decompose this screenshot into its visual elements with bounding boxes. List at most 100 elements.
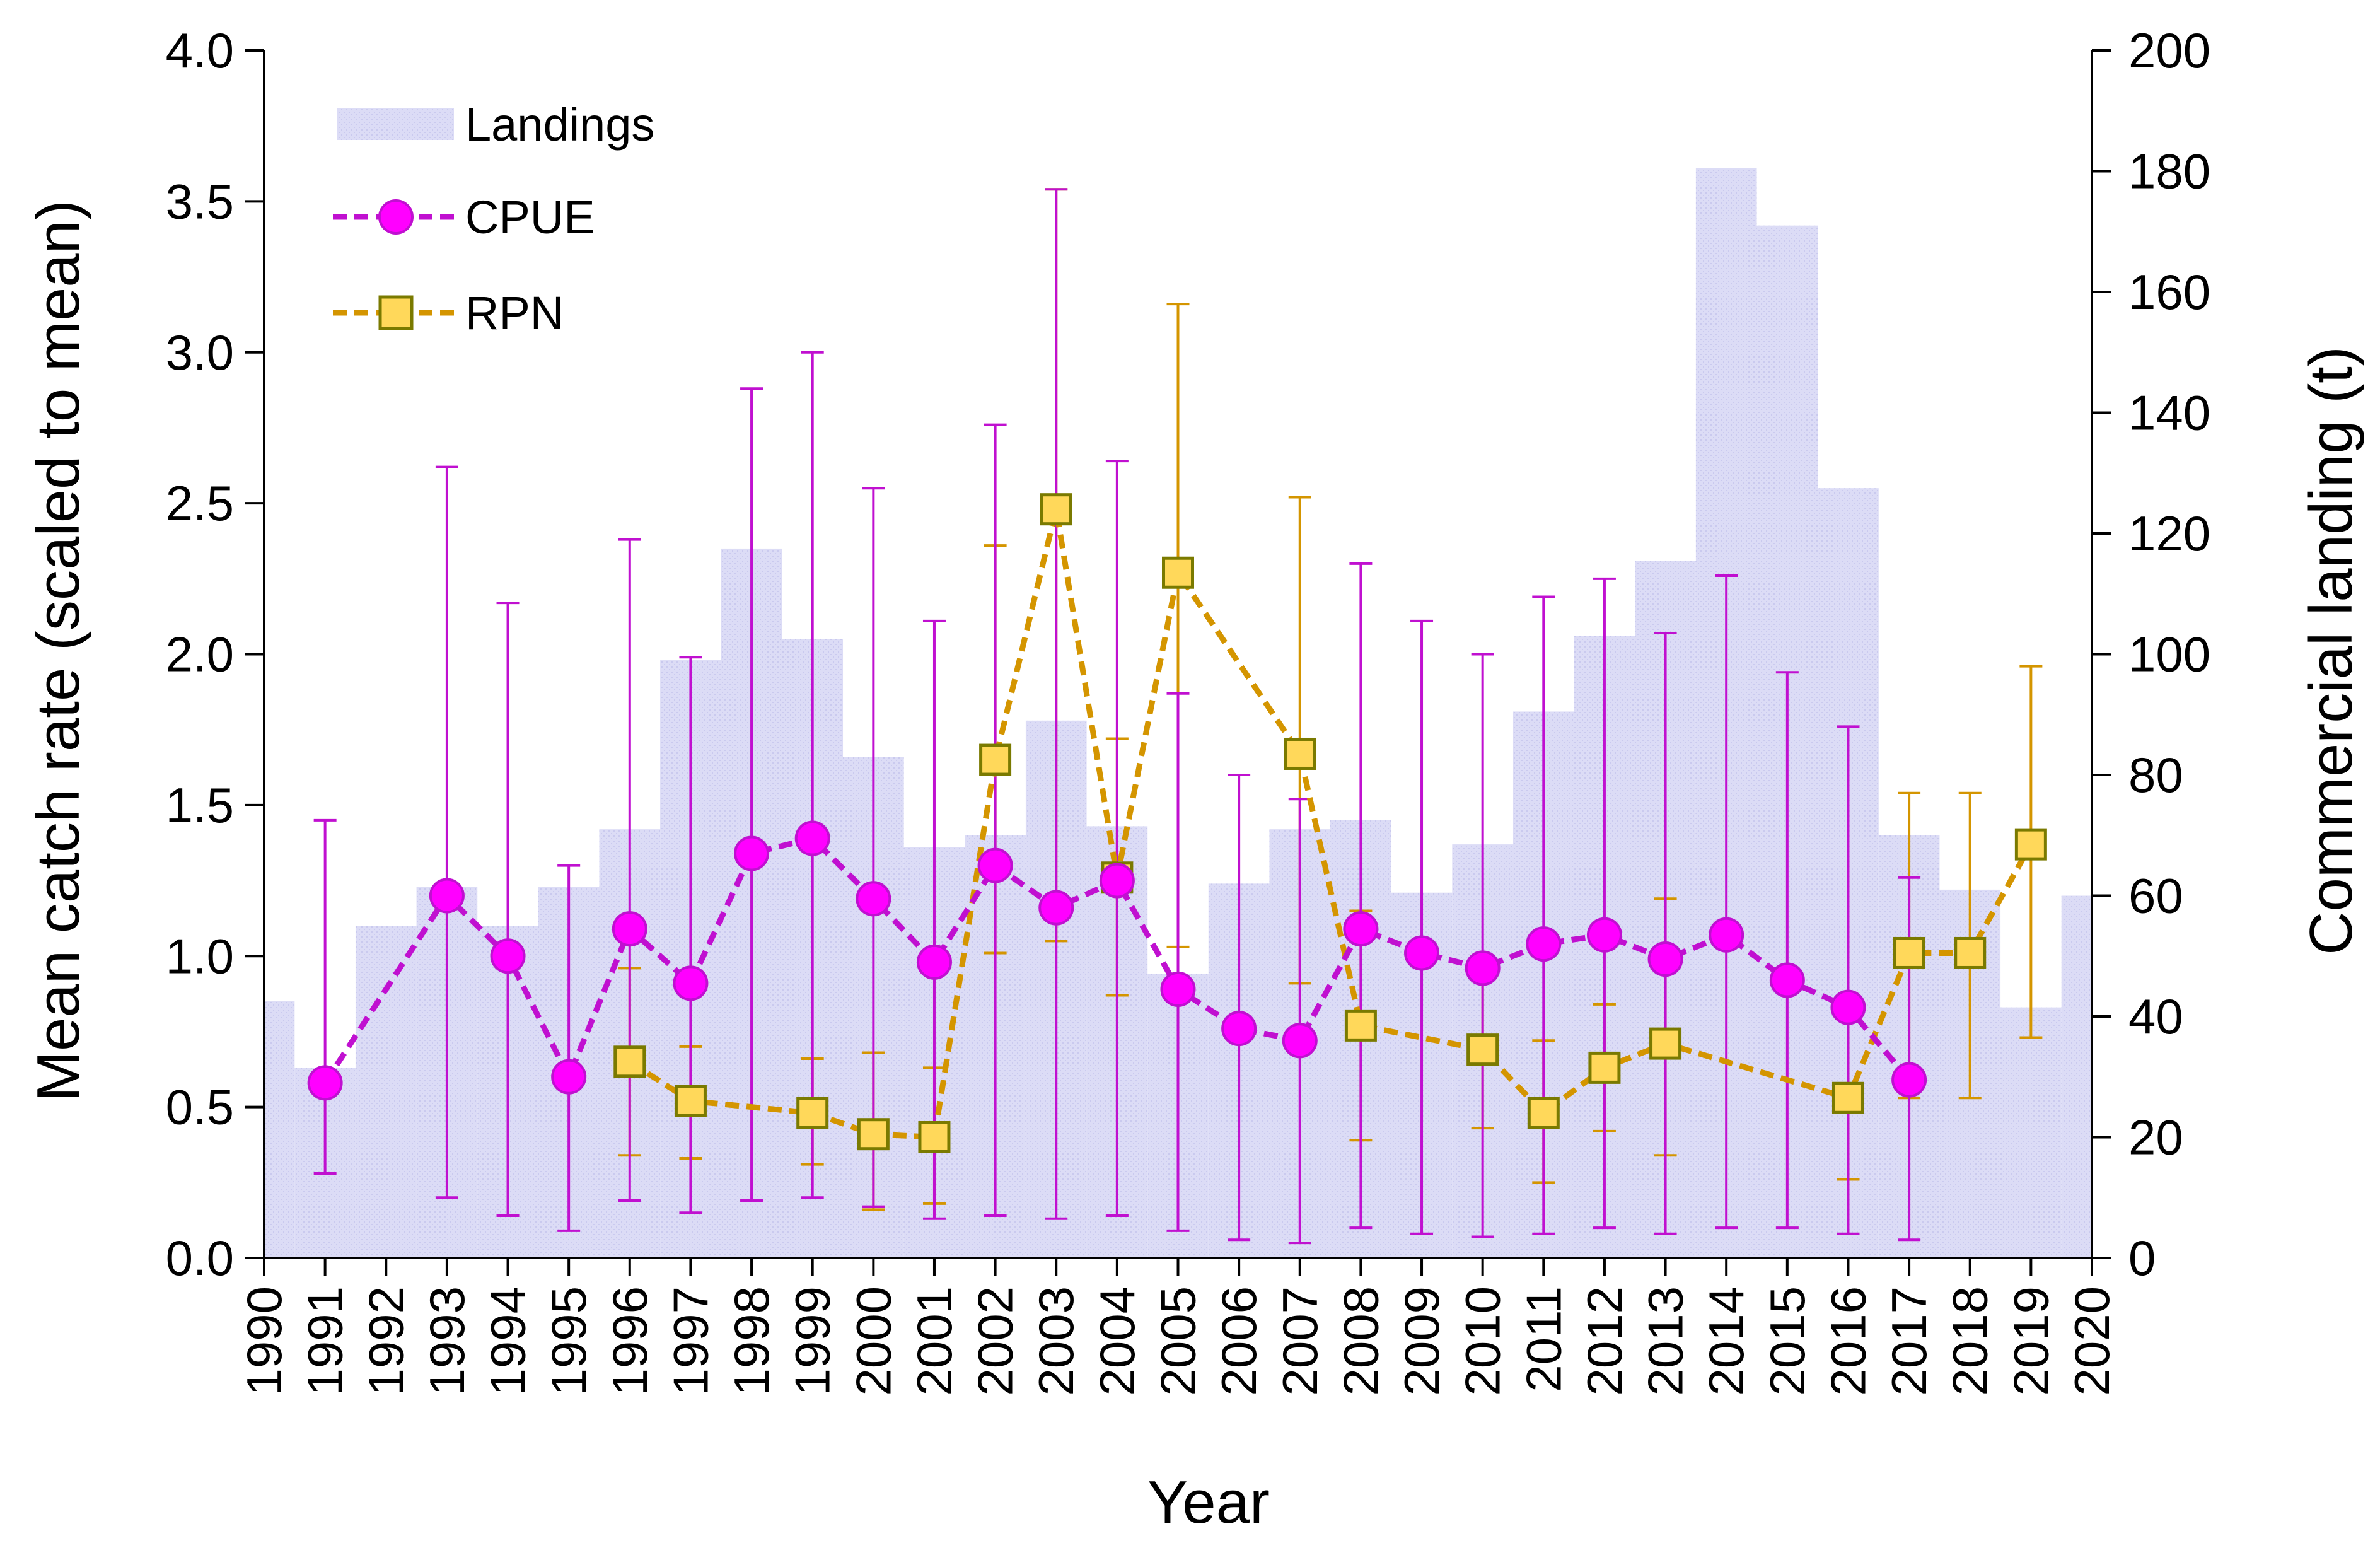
y-tick-label-1.0: 1.0 — [166, 928, 234, 984]
cpue-point-2007 — [1282, 1023, 1318, 1059]
cpue-point-2016 — [1830, 989, 1866, 1025]
x-tick-label-1991: 1991 — [298, 1286, 353, 1396]
legend-rpn-label: RPN — [465, 287, 564, 339]
rpn-point-2010 — [1466, 1033, 1499, 1066]
y2-tick-label-60: 60 — [2128, 868, 2183, 924]
x-tick-label-2000: 2000 — [845, 1286, 901, 1396]
rpn-point-2017 — [1893, 936, 1925, 969]
rpn-point-2016 — [1831, 1081, 1864, 1114]
rpn-point-1996 — [613, 1045, 646, 1078]
y2-tick-label-200: 200 — [2128, 23, 2210, 78]
x-tick-label-2019: 2019 — [2003, 1286, 2058, 1396]
cpue-point-2012 — [1586, 917, 1622, 953]
legend-cpue-label: CPUE — [465, 191, 595, 243]
rpn-point-2018 — [1954, 936, 1987, 969]
y-tick-label-1.5: 1.5 — [166, 777, 234, 833]
rpn-point-2005 — [1162, 556, 1194, 589]
cpue-error-bars — [313, 188, 1921, 1245]
cpue-point-2003 — [1038, 890, 1074, 926]
x-tick-label-1993: 1993 — [419, 1286, 475, 1396]
landings-bar-1990 — [264, 1001, 295, 1258]
rpn-point-2012 — [1588, 1051, 1621, 1084]
x-tick-label-2016: 2016 — [1820, 1286, 1876, 1396]
cpue-point-2009 — [1404, 935, 1440, 971]
y2-tick-label-100: 100 — [2128, 627, 2210, 682]
x-tick-label-2007: 2007 — [1272, 1286, 1328, 1396]
rpn-point-2001 — [918, 1121, 951, 1153]
x-tick-label-1992: 1992 — [358, 1286, 414, 1396]
cpue-point-2006 — [1221, 1011, 1257, 1047]
rpn-point-2019 — [2014, 828, 2047, 861]
cpue-point-2010 — [1465, 950, 1501, 986]
y-tick-label-3.5: 3.5 — [166, 173, 234, 229]
rpn-point-2011 — [1527, 1097, 1560, 1129]
x-tick-label-1990: 1990 — [236, 1286, 292, 1396]
x-axis-ticks: 1990 1991 1992 1993 1994 1995 1996 1997 1998 1999… — [236, 1258, 2120, 1396]
x-tick-label-2004: 2004 — [1089, 1286, 1145, 1396]
rpn-point-2008 — [1344, 1009, 1377, 1042]
y-tick-label-2.0: 2.0 — [166, 627, 234, 682]
y2-tick-label-40: 40 — [2128, 989, 2183, 1044]
x-tick-label-1995: 1995 — [541, 1286, 596, 1396]
cpue-point-2000 — [856, 881, 891, 917]
cpue-point-2005 — [1160, 971, 1196, 1007]
x-tick-label-2017: 2017 — [1881, 1286, 1937, 1396]
landings-bar-2020 — [2061, 895, 2092, 1258]
x-axis-title: Year — [1147, 1469, 1270, 1536]
x-tick-label-2011: 2011 — [1516, 1286, 1571, 1392]
cpue-point-1993 — [429, 878, 465, 914]
rpn-point-1997 — [674, 1085, 707, 1117]
y-tick-label-0.0: 0.0 — [166, 1230, 234, 1286]
cpue-point-2013 — [1647, 941, 1683, 977]
x-tick-label-2009: 2009 — [1394, 1286, 1449, 1396]
cpue-point-1998 — [734, 835, 770, 871]
y-tick-label-4.0: 4.0 — [166, 23, 234, 78]
x-tick-label-1997: 1997 — [663, 1286, 718, 1396]
cpue-point-2004 — [1099, 863, 1135, 899]
legend-rpn-marker — [378, 295, 414, 330]
y2-tick-label-180: 180 — [2128, 144, 2210, 199]
y2-tick-label-20: 20 — [2128, 1110, 2183, 1165]
left-y-axis-ticks: 0.0 0.5 1.0 1.5 2.0 2.5 3.0 3.5 4.0 — [166, 23, 264, 1286]
cpue-point-1997 — [673, 965, 709, 1001]
right-y-axis-title: Commercial landing (t) — [2297, 346, 2365, 955]
y-tick-label-2.5: 2.5 — [166, 475, 234, 531]
y2-tick-label-80: 80 — [2128, 747, 2183, 803]
cpue-point-2001 — [916, 944, 952, 980]
legend-landings-label: Landings — [465, 98, 654, 151]
x-tick-label-1994: 1994 — [480, 1286, 536, 1396]
cpue-point-1995 — [551, 1059, 587, 1095]
x-tick-label-2013: 2013 — [1638, 1286, 1693, 1396]
x-tick-label-2002: 2002 — [968, 1286, 1023, 1396]
cpue-point-2014 — [1709, 917, 1744, 953]
y2-tick-label-120: 120 — [2128, 506, 2210, 561]
cpue-point-2002 — [977, 847, 1013, 883]
y2-tick-label-160: 160 — [2128, 264, 2210, 320]
x-tick-label-1998: 1998 — [724, 1286, 779, 1396]
x-tick-label-1999: 1999 — [785, 1286, 840, 1396]
right-y-axis-ticks: 0 20 40 60 80 100 120 140 160 180 200 — [2092, 23, 2210, 1286]
x-tick-label-2018: 2018 — [1942, 1286, 1998, 1396]
cpue-point-1994 — [490, 938, 526, 974]
rpn-markers — [613, 493, 2047, 1153]
x-tick-label-2020: 2020 — [2064, 1286, 2120, 1396]
rpn-point-2013 — [1649, 1027, 1682, 1060]
cpue-point-1991 — [307, 1065, 343, 1101]
cpue-markers — [307, 820, 1927, 1101]
left-y-axis-title: Mean catch rate (scaled to mean) — [25, 200, 92, 1102]
cpue-point-1996 — [612, 911, 647, 947]
rpn-point-2002 — [979, 743, 1012, 776]
x-tick-label-2012: 2012 — [1577, 1286, 1632, 1396]
y2-tick-label-0: 0 — [2128, 1230, 2156, 1286]
x-tick-label-1996: 1996 — [602, 1286, 658, 1396]
legend-cpue-marker — [378, 199, 414, 235]
x-tick-label-2006: 2006 — [1211, 1286, 1267, 1396]
y-tick-label-0.5: 0.5 — [166, 1080, 234, 1135]
rpn-point-2000 — [857, 1118, 890, 1151]
x-tick-label-2001: 2001 — [907, 1286, 962, 1396]
x-tick-label-2010: 2010 — [1455, 1286, 1511, 1396]
x-tick-label-2003: 2003 — [1028, 1286, 1084, 1396]
rpn-point-2007 — [1284, 737, 1316, 770]
rpn-point-1999 — [796, 1097, 829, 1129]
